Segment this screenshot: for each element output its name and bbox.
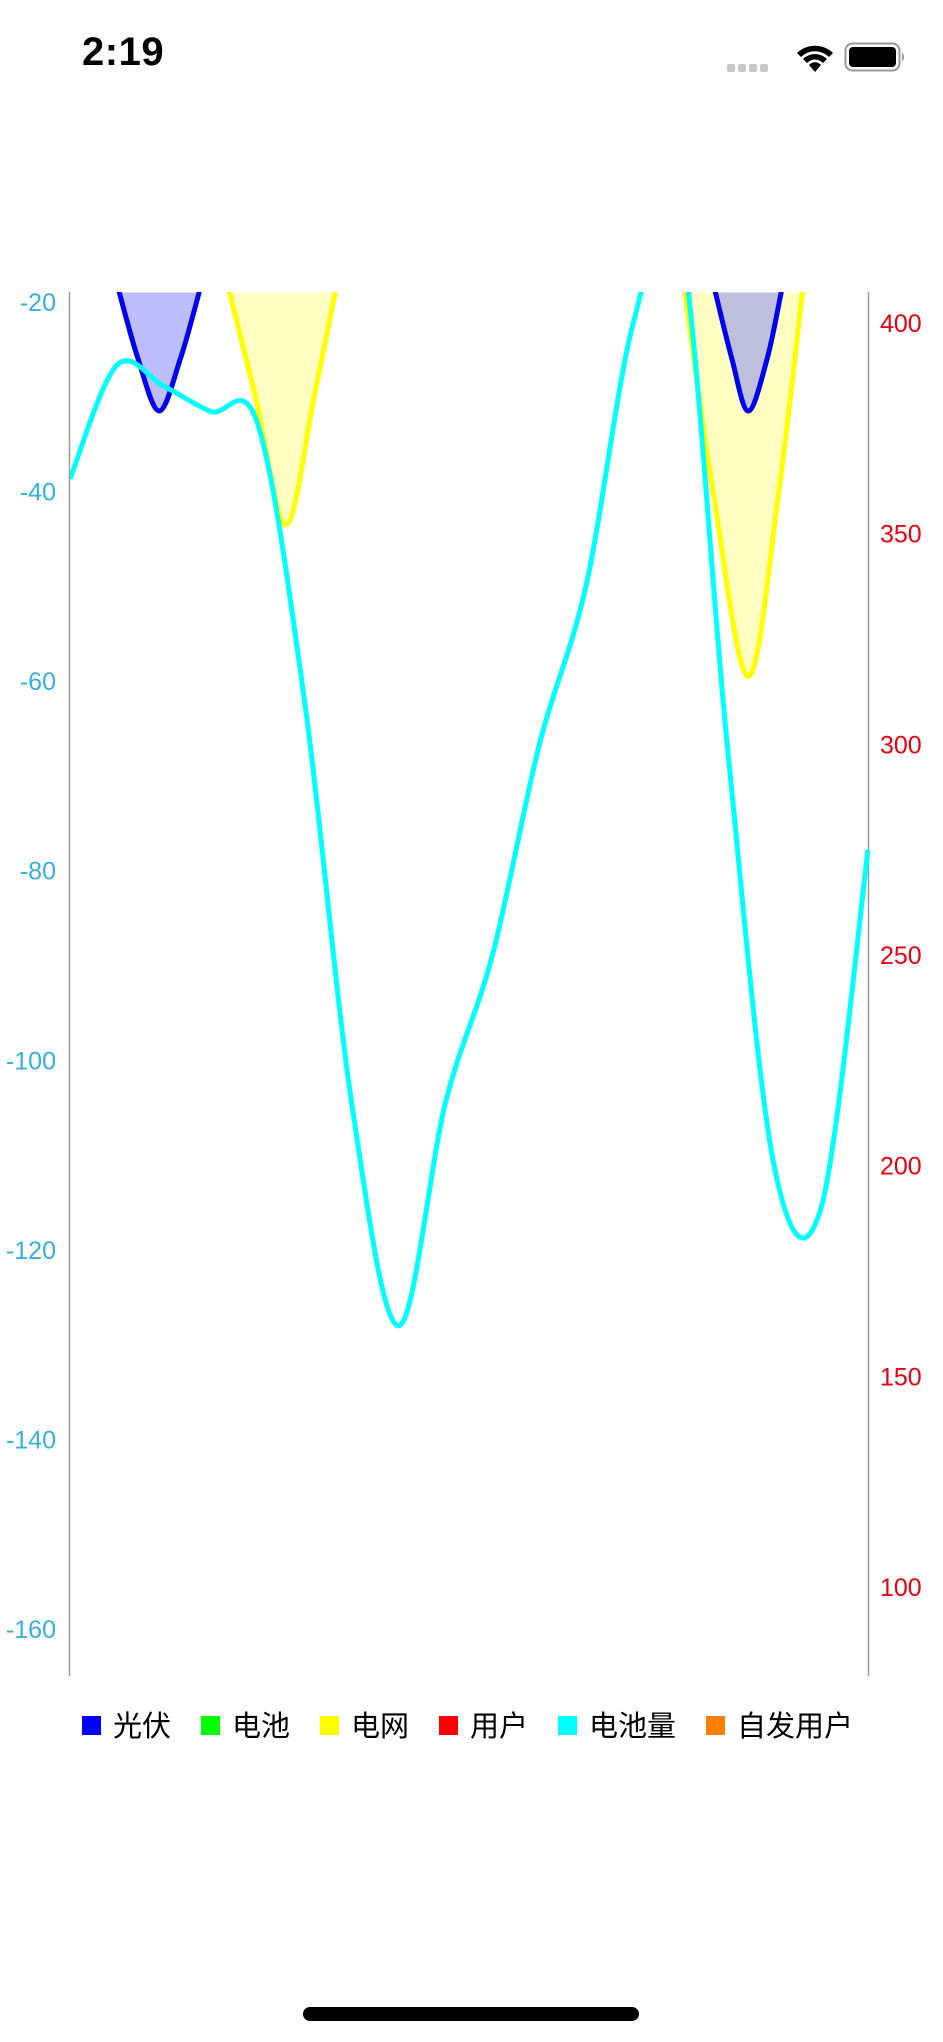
legend-swatch bbox=[320, 1716, 339, 1735]
right-axis-tick-label: 250 bbox=[880, 942, 922, 970]
legend-item-grid: 电网 bbox=[320, 1710, 409, 1743]
battery-icon bbox=[844, 42, 904, 72]
left-axis-tick-label: -120 bbox=[6, 1237, 56, 1265]
legend-label: 自发用户 bbox=[737, 1710, 853, 1743]
plot-area bbox=[70, 292, 870, 1329]
series-battery-level-line bbox=[70, 292, 870, 1329]
legend-label: 电池 bbox=[232, 1710, 290, 1743]
legend-label: 光伏 bbox=[113, 1710, 171, 1743]
legend-swatch bbox=[558, 1716, 577, 1735]
status-time: 2:19 bbox=[82, 30, 165, 74]
left-axis-tick-label: -20 bbox=[20, 289, 56, 317]
right-axis-tick-label: 100 bbox=[880, 1574, 922, 1602]
series-pv-line-2 bbox=[712, 292, 784, 414]
left-axis-tick-label: -160 bbox=[6, 1616, 56, 1644]
right-axis-tick-label: 350 bbox=[880, 521, 922, 549]
series-grid-area-1 bbox=[229, 292, 336, 525]
legend-swatch bbox=[201, 1716, 220, 1735]
left-axis-tick-label: -140 bbox=[6, 1426, 56, 1454]
series-pv-area-2 bbox=[715, 292, 782, 411]
cellular-signal-icon bbox=[727, 64, 768, 72]
right-axis: 400 350 300 250 200 150 100 bbox=[867, 292, 922, 1676]
legend-label: 电网 bbox=[351, 1710, 409, 1743]
home-indicator[interactable] bbox=[303, 2007, 639, 2021]
legend-item-user: 用户 bbox=[439, 1710, 528, 1743]
left-axis-tick-label: -60 bbox=[20, 668, 56, 696]
series-grid-line-1 bbox=[227, 292, 338, 528]
legend: 光伏 电池 电网 用户 电池量 自发用户 bbox=[82, 1710, 853, 1743]
left-axis-tick-label: -100 bbox=[6, 1047, 56, 1075]
right-axis-tick-label: 200 bbox=[880, 1153, 922, 1181]
legend-item-battery: 电池 bbox=[201, 1710, 290, 1743]
legend-item-pv: 光伏 bbox=[82, 1710, 171, 1743]
right-axis-tick-label: 400 bbox=[880, 310, 922, 338]
legend-swatch bbox=[706, 1716, 725, 1735]
left-axis: -20 -40 -60 -80 -100 -120 -140 -160 bbox=[6, 289, 71, 1676]
legend-swatch bbox=[82, 1716, 101, 1735]
series-pv-line-1 bbox=[116, 292, 202, 414]
legend-label: 用户 bbox=[470, 1710, 528, 1743]
left-axis-tick-label: -80 bbox=[20, 858, 56, 886]
right-axis-tick-label: 150 bbox=[880, 1363, 922, 1391]
legend-item-battery-level: 电池量 bbox=[558, 1710, 676, 1743]
legend-item-self-use: 自发用户 bbox=[706, 1710, 853, 1743]
status-bar: 2:19 bbox=[0, 0, 943, 120]
chart-area: -20 -40 -60 -80 -100 -120 -140 -160 400 350 300 25… bbox=[6, 289, 922, 1743]
legend-label: 电池量 bbox=[589, 1710, 676, 1743]
series-pv-area-1 bbox=[119, 292, 200, 411]
wifi-icon bbox=[797, 45, 833, 72]
legend-swatch bbox=[439, 1716, 458, 1735]
series-grid-area-2 bbox=[684, 292, 803, 677]
left-axis-tick-label: -40 bbox=[20, 479, 56, 507]
status-icons bbox=[727, 42, 904, 72]
right-axis-tick-label: 300 bbox=[880, 731, 922, 759]
